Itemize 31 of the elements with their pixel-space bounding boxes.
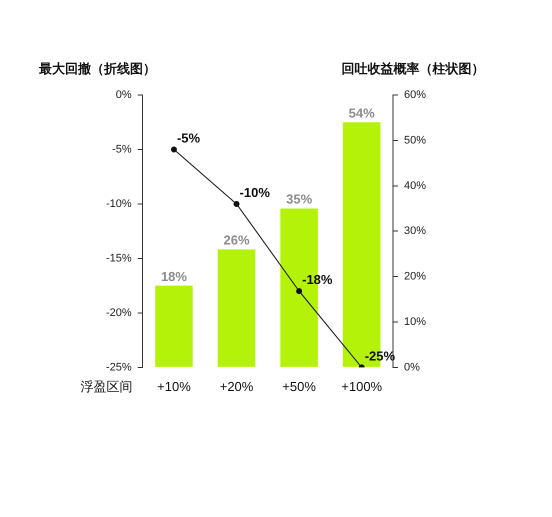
data-label: 18% — [160, 268, 188, 284]
data-label: -5% — [176, 130, 201, 146]
data-label: -10% — [240, 185, 270, 200]
bar — [218, 249, 256, 367]
data-label: 54% — [348, 105, 376, 120]
y-tick-label: -15% — [106, 252, 132, 264]
y-tick-label: -10% — [106, 198, 132, 210]
y-tick-label: -25% — [106, 361, 132, 374]
data-label: 35% — [286, 192, 313, 207]
x-axis-title: 浮盈区间 — [80, 378, 133, 394]
y2-tick-label: 20% — [404, 270, 426, 283]
y2-tick-label: 60% — [404, 89, 426, 102]
x-tick-label: +50% — [282, 378, 316, 394]
y-tick-label: -5% — [112, 144, 132, 156]
y2-axis-title: 回吐收益概率（柱状图） — [341, 61, 484, 76]
y-tick-label: 0% — [116, 89, 132, 102]
x-tick-label: +20% — [220, 378, 254, 394]
point — [296, 288, 302, 294]
x-tick-label: +10% — [157, 378, 192, 394]
bar — [155, 286, 193, 367]
y2-tick-label: 30% — [404, 225, 426, 238]
point — [170, 146, 177, 152]
x-tick-label: +100% — [341, 378, 383, 394]
data-label: 26% — [224, 232, 250, 248]
y2-tick-label: 0% — [404, 361, 420, 374]
y2-tick-label: 40% — [404, 180, 426, 192]
point — [234, 200, 240, 207]
y-tick-label: -20% — [106, 306, 132, 319]
y2-tick-label: 10% — [404, 316, 426, 328]
y2-tick-label: 50% — [404, 134, 426, 146]
y-axis-title: 最大回撤（折线图） — [38, 61, 156, 76]
